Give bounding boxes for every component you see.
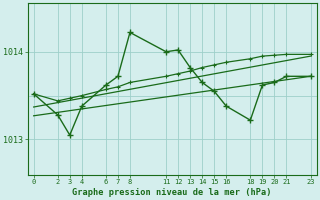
X-axis label: Graphe pression niveau de la mer (hPa): Graphe pression niveau de la mer (hPa) [72,188,272,197]
